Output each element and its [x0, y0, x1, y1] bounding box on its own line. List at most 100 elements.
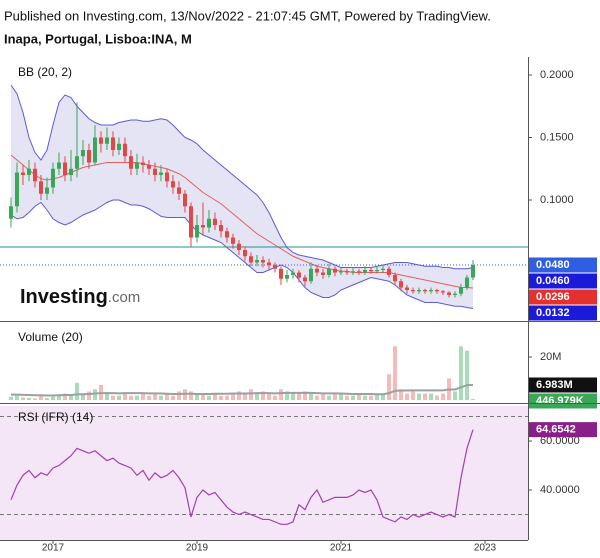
price-label-box	[529, 273, 597, 289]
candle-body	[122, 143, 127, 157]
candle-body	[410, 290, 415, 292]
candle-body	[236, 243, 241, 250]
candle-body	[242, 250, 247, 257]
volume-bar	[290, 393, 295, 400]
bb-lower	[10, 199, 474, 309]
candle-body	[398, 281, 403, 288]
volume-bar	[434, 395, 439, 400]
candle-body	[206, 218, 211, 228]
candle-body	[128, 156, 133, 169]
candle-body	[80, 150, 85, 157]
candle-body	[452, 293, 457, 295]
candle-body	[404, 287, 409, 290]
volume-bar	[50, 396, 55, 400]
pane-title: Volume (20)	[18, 330, 83, 344]
volume-bar	[428, 393, 433, 400]
candle-body	[380, 268, 385, 270]
volume-bar	[38, 395, 43, 400]
candle-body	[458, 287, 463, 294]
pane-title: RSI (IFR) (14)	[18, 410, 93, 424]
y-tick-label: 0.1000	[540, 194, 574, 206]
volume-bar	[14, 395, 19, 400]
volume-bar	[116, 395, 121, 400]
volume-bar	[20, 397, 25, 400]
x-tick-label: 2017	[42, 543, 65, 554]
volume-bar	[236, 391, 241, 400]
candle-body	[362, 270, 367, 273]
candle-body	[248, 256, 253, 263]
volume-bar	[422, 393, 427, 400]
candle-body	[284, 275, 289, 279]
candle-body	[212, 218, 217, 225]
candle-body	[116, 143, 121, 150]
volume-bar	[368, 395, 373, 400]
volume-bar	[68, 395, 73, 400]
candle-body	[374, 270, 379, 272]
candle-body	[110, 137, 115, 150]
candle-body	[302, 277, 307, 282]
candle-body	[56, 162, 61, 169]
volume-bar	[278, 389, 283, 400]
candle-body	[104, 137, 109, 144]
candle-body	[14, 172, 19, 207]
volume-bar	[152, 393, 157, 400]
candle-body	[152, 168, 157, 175]
candle-body	[338, 271, 343, 273]
volume-bar	[200, 393, 205, 400]
volume-bar	[308, 393, 313, 400]
volume-bar	[392, 346, 397, 400]
candle-body	[386, 268, 391, 275]
volume-bar	[314, 395, 319, 400]
y-tick-label: 0.2000	[540, 69, 574, 81]
candle-body	[86, 150, 91, 163]
volume-bar	[254, 393, 259, 400]
candle-body	[176, 187, 181, 194]
pane-title: BB (20, 2)	[18, 65, 72, 79]
candle-body	[230, 237, 235, 244]
x-tick-label: 2019	[186, 543, 209, 554]
candle-body	[68, 168, 73, 175]
price-label-box	[529, 257, 597, 273]
price-label: 0.0296	[536, 291, 570, 303]
volume-bar	[302, 391, 307, 400]
volume-bar	[332, 393, 337, 400]
candle-body	[278, 268, 283, 279]
volume-bar	[128, 395, 133, 400]
candle-body	[74, 156, 79, 169]
x-tick-label: 2021	[330, 543, 353, 554]
candle-body	[158, 172, 163, 175]
candle-body	[332, 268, 337, 273]
candle-body	[422, 290, 427, 292]
volume-bar	[110, 395, 115, 400]
candle-body	[440, 291, 445, 293]
volume-bar	[398, 389, 403, 400]
volume-bar	[356, 393, 361, 400]
volume-bar	[380, 393, 385, 400]
volume-bar	[86, 391, 91, 400]
volume-bar	[32, 398, 37, 400]
published-note: Published on Investing.com, 13/Nov/2022 …	[4, 8, 491, 23]
candle-body	[326, 268, 331, 275]
volume-bar	[362, 395, 367, 400]
candle-body	[254, 260, 259, 263]
candle-body	[50, 168, 55, 188]
price-label: 446.979K	[536, 395, 584, 407]
candle-body	[290, 272, 295, 275]
candle-body	[464, 277, 469, 288]
volume-bar	[56, 395, 61, 400]
volume-bar	[230, 393, 235, 400]
volume-bar	[248, 389, 253, 400]
candle-body	[368, 270, 373, 272]
volume-bar	[194, 393, 199, 400]
candle-body	[356, 271, 361, 273]
candle-body	[8, 206, 13, 219]
volume-bar	[320, 393, 325, 400]
bb-middle	[10, 154, 474, 289]
volume-bar	[26, 397, 31, 400]
candle-body	[164, 172, 169, 182]
volume-bar	[122, 393, 127, 400]
volume-bar	[350, 395, 355, 400]
y-tick-label: 40.0000	[540, 484, 580, 496]
volume-bar	[458, 346, 463, 400]
